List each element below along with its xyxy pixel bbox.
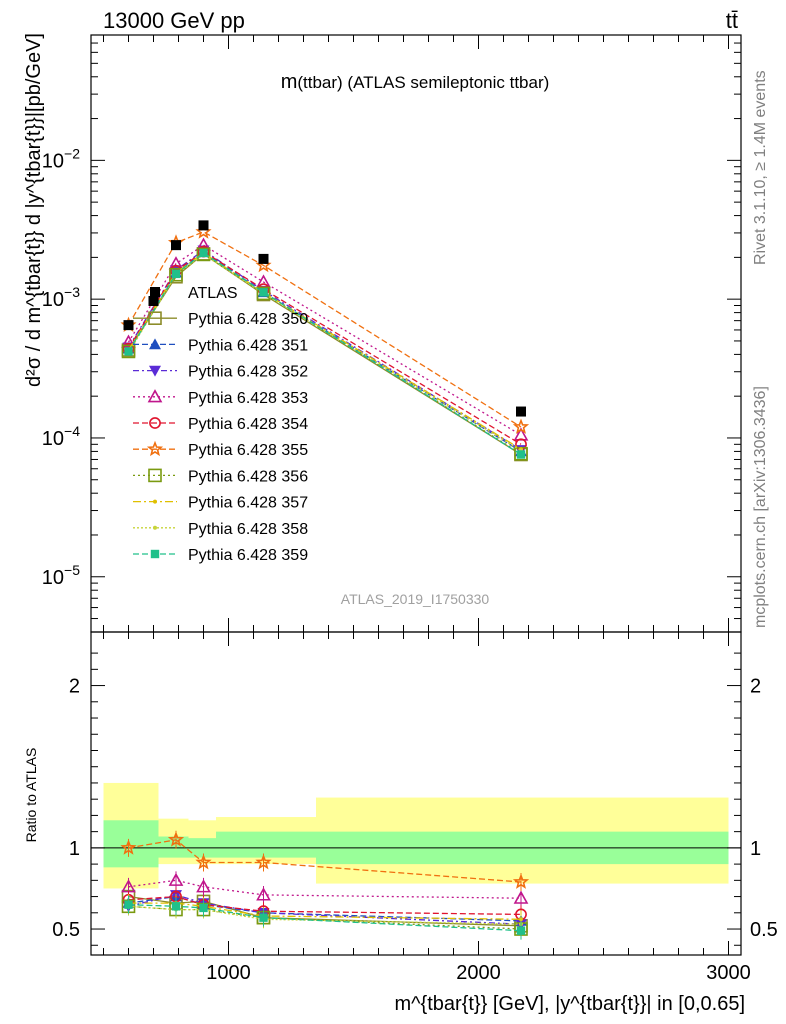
ratio-line-4 (128, 895, 522, 916)
series-line-5 (127, 231, 522, 428)
legend-marker-7 (153, 499, 157, 504)
ratio-point-5 (120, 839, 137, 855)
ratio-y-tick-label: 1 (69, 838, 80, 860)
main-panel: 10−5 10−4 10−3 10−2 m(ttbar) (ATLAS semilept… (23, 33, 742, 633)
ratio-point-3 (513, 890, 529, 904)
legend-marker-6 (148, 468, 162, 483)
ratio-point-9 (516, 926, 526, 935)
legend-label-9: Pythia 6.428 359 (188, 547, 308, 564)
ratio-point-5 (195, 853, 212, 870)
series-line-2 (127, 249, 522, 451)
series-point-3 (121, 334, 136, 348)
ratio-point-9 (171, 902, 181, 911)
ratio-y-tick-label-right: 1 (750, 838, 761, 860)
rivet-label: Rivet 3.1.10, ≥ 1.4M events (752, 70, 769, 265)
series-point-6 (256, 286, 271, 301)
ratio-point-5 (167, 831, 185, 847)
legend-marker-2 (149, 365, 161, 377)
legend-label-0: Pythia 6.428 350 (188, 311, 308, 328)
x-tick-label: 3000 (706, 962, 751, 984)
y-tick-label: 10−5 (42, 562, 80, 589)
series-point-9 (199, 248, 208, 258)
ratio-point-5 (512, 873, 530, 889)
legend-label-5: Pythia 6.428 355 (188, 442, 308, 459)
ratio-line-7 (128, 902, 522, 920)
series-point-9 (516, 450, 526, 459)
y-tick-label: 10−3 (42, 284, 80, 311)
ratio-line-9 (128, 904, 522, 932)
legend-label-6: Pythia 6.428 356 (188, 468, 308, 485)
ratio-y-axis-label: Ratio to ATLAS (23, 748, 39, 843)
atlas-data-point (258, 253, 269, 264)
main-frame (90, 34, 742, 633)
atlas-data-point (516, 406, 526, 417)
legend-marker-9 (150, 549, 160, 559)
ratio-y-tick-label-right: 2 (750, 676, 761, 698)
x-tick-label: 1000 (206, 962, 251, 984)
plot-title: m(ttbar) (ATLAS semileptonic ttbar) (281, 71, 550, 93)
energy-label: 13000 GeV pp (103, 8, 245, 33)
ratio-point-3 (196, 879, 211, 893)
band-inner-0 (103, 820, 129, 868)
ratio-y-tick-label-right: 0.5 (750, 919, 778, 941)
ratio-line-6 (128, 905, 522, 930)
ratio-panel: 1000 2000 3000 0.5 0.5 1 1 2 2 Ratio to ATLAS m^{t… (23, 631, 778, 1015)
process-label: tt̄ (726, 8, 738, 33)
ratio-point-9 (124, 900, 133, 909)
legend-label-4: Pythia 6.428 354 (188, 416, 308, 433)
series-point-5 (512, 418, 530, 434)
analysis-id: ATLAS_2019_I1750330 (341, 591, 490, 607)
atlas-data-point (171, 240, 181, 251)
series-point-6 (169, 267, 183, 282)
ratio-y-tick-label: 0.5 (52, 919, 80, 941)
ratio-frame (90, 631, 742, 956)
legend-marker-8 (153, 525, 157, 530)
legend-marker-atlas (150, 287, 160, 297)
legend-label-1: Pythia 6.428 351 (188, 337, 308, 354)
legend-label-8: Pythia 6.428 358 (188, 521, 308, 538)
y-tick-label: 10−4 (42, 423, 80, 450)
ratio-line-2 (128, 894, 522, 925)
atlas-data-point (123, 320, 134, 331)
legend-label-3: Pythia 6.428 353 (188, 390, 308, 407)
legend-label-2: Pythia 6.428 352 (188, 364, 308, 381)
band-inner-1 (128, 820, 159, 868)
series-point-6 (121, 344, 136, 359)
ratio-point-3 (256, 887, 271, 901)
series-line-9 (127, 252, 522, 456)
ratio-point-9 (199, 903, 208, 913)
series-line-3 (127, 244, 522, 436)
ratio-y-tick-label: 2 (69, 676, 80, 698)
series-point-9 (259, 288, 268, 297)
x-tick-label: 2000 (456, 962, 501, 984)
atlas-data-point (198, 220, 209, 231)
series-point-9 (124, 347, 133, 356)
legend-marker-4 (149, 417, 161, 429)
legend-marker-3 (147, 389, 163, 403)
atlas-data-point (148, 295, 159, 306)
y-tick-label: 10−2 (42, 145, 80, 172)
ratio-point-3 (168, 872, 184, 886)
series-point-6 (196, 247, 211, 262)
mcplots-label: mcplots.cern.ch [arXiv:1306.3436] (752, 386, 769, 628)
legend-label-atlas: ATLAS (188, 285, 238, 302)
legend-label-7: Pythia 6.428 357 (188, 495, 308, 512)
legend-marker-1 (149, 338, 161, 350)
band-inner-4 (216, 831, 316, 858)
ratio-line-8 (128, 905, 522, 925)
legend-marker-5 (146, 440, 164, 457)
ratio-point-9 (259, 913, 268, 922)
series-point-9 (171, 269, 181, 279)
x-axis-label: m^{tbar{t}} [GeV], |y^{tbar{t}}| in [0,0… (395, 993, 746, 1015)
legend-marker-0 (148, 311, 162, 326)
ratio-point-5 (255, 853, 272, 870)
y-axis-label: d²σ / d m^{tbar{t}} d |y^{tbar{t}}|[pb/G… (23, 33, 45, 387)
